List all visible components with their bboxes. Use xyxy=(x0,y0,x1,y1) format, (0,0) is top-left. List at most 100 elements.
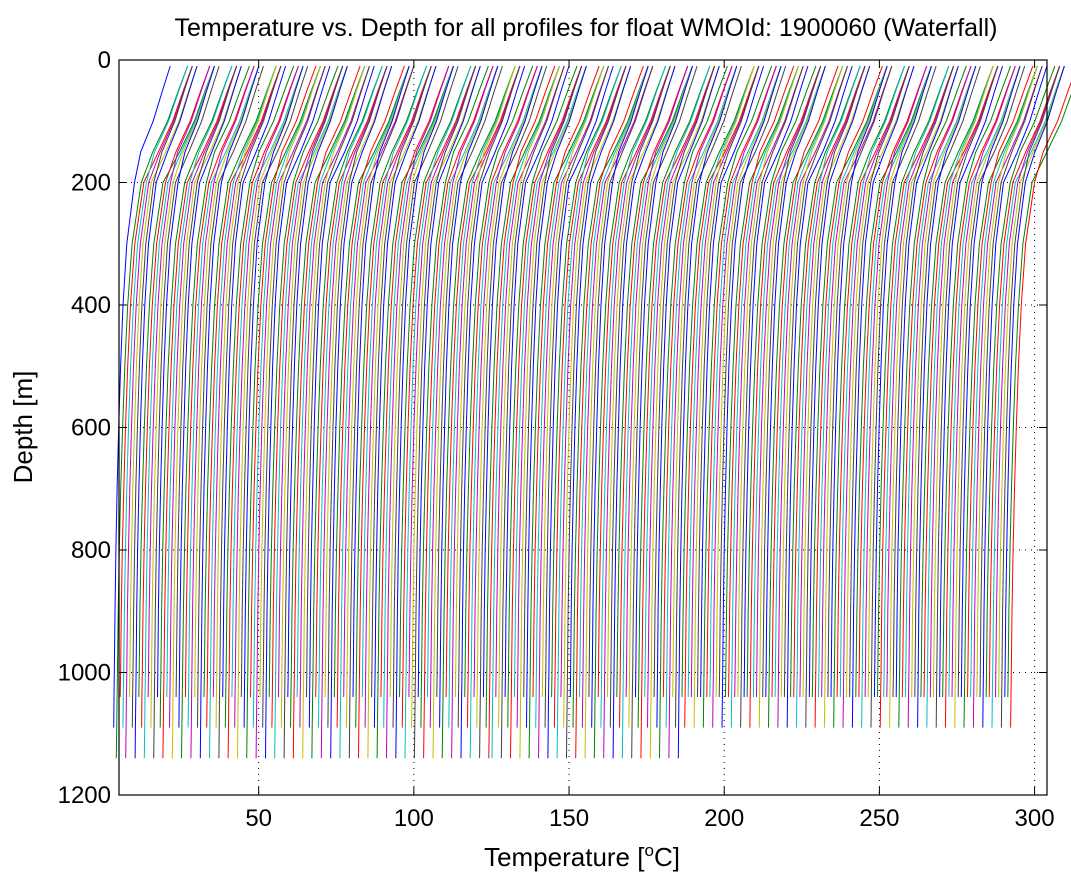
profile-line xyxy=(246,65,321,759)
profile-line xyxy=(855,65,932,698)
profile-line xyxy=(169,65,238,728)
profile-line xyxy=(563,65,632,728)
profile-line xyxy=(631,65,698,759)
profile-line xyxy=(476,65,543,728)
profile-line xyxy=(995,65,1061,698)
profile-line xyxy=(262,65,326,728)
profile-line xyxy=(206,65,282,728)
x-axis-label-superscript: o xyxy=(644,841,653,860)
y-tick-label: 0 xyxy=(98,47,111,74)
profile-line xyxy=(278,65,344,698)
profile-line xyxy=(367,65,437,759)
profile-line xyxy=(423,65,494,759)
profile-line xyxy=(730,65,799,728)
profile-line xyxy=(628,65,693,728)
profile-line xyxy=(131,65,193,728)
profile-line xyxy=(640,65,715,759)
profile-line xyxy=(790,65,861,698)
profile-line xyxy=(343,65,415,698)
profile-line xyxy=(271,65,344,728)
profile-line xyxy=(157,65,215,698)
profile-line xyxy=(129,65,198,698)
profile-line xyxy=(858,65,928,698)
profile-line xyxy=(656,65,720,728)
profile-line xyxy=(162,65,238,759)
profile-line xyxy=(547,65,614,759)
profile-line xyxy=(491,65,560,759)
profile-line xyxy=(386,65,450,759)
profile-line xyxy=(469,65,543,759)
profile-line xyxy=(473,65,538,698)
profile-line xyxy=(886,65,955,698)
profile-line xyxy=(336,65,405,728)
profile-line xyxy=(972,65,1043,728)
profile-line xyxy=(224,65,295,728)
profile-line xyxy=(873,65,932,698)
profile-line xyxy=(603,65,671,759)
profile-line xyxy=(190,65,255,759)
profile-line xyxy=(932,65,994,698)
profile-line xyxy=(867,65,932,698)
profile-line xyxy=(306,65,370,698)
profile-line xyxy=(609,65,671,728)
profile-line xyxy=(417,65,481,698)
profile-line xyxy=(404,65,472,759)
profile-line xyxy=(197,65,264,728)
profile-line xyxy=(659,65,728,759)
profile-line xyxy=(786,65,853,728)
profile-line xyxy=(898,65,967,728)
profile-line xyxy=(283,65,344,759)
profile-line xyxy=(259,65,322,698)
x-tick-label: 250 xyxy=(859,805,899,832)
profile-line xyxy=(115,65,189,759)
profile-line xyxy=(523,65,583,698)
profile-line xyxy=(560,65,627,698)
profile-line xyxy=(833,65,905,728)
profile-line xyxy=(373,65,437,728)
profile-line xyxy=(429,65,494,728)
x-tick-label: 300 xyxy=(1015,805,1055,832)
profile-line xyxy=(597,65,671,698)
profile-line xyxy=(737,65,799,698)
profile-line xyxy=(830,65,888,698)
profile-line xyxy=(746,65,817,698)
profile-line xyxy=(413,65,477,759)
profile-line xyxy=(883,65,950,698)
profile-line xyxy=(637,65,711,728)
profile-line xyxy=(616,65,693,698)
profile-line xyxy=(380,65,450,698)
profile-line xyxy=(985,65,1056,698)
profile-line xyxy=(668,65,733,759)
profile-line xyxy=(827,65,893,698)
profile-line xyxy=(274,65,348,759)
profile-line xyxy=(150,65,215,728)
profile-line xyxy=(1004,65,1065,698)
profile-line xyxy=(677,65,738,759)
profile-line xyxy=(904,65,977,698)
profile-line xyxy=(255,65,326,759)
profile-line xyxy=(851,65,915,728)
profile-line xyxy=(954,65,1021,728)
profile-line xyxy=(159,65,233,728)
profile-line xyxy=(194,65,260,698)
y-tick-label: 1000 xyxy=(58,660,111,687)
profile-line xyxy=(709,65,782,698)
profile-line xyxy=(920,65,994,698)
profile-line xyxy=(541,65,605,698)
profile-line xyxy=(460,65,526,759)
profile-line xyxy=(693,65,755,728)
profile-line xyxy=(330,65,393,759)
profile-line xyxy=(749,65,822,728)
profile-line xyxy=(212,65,282,698)
profile-line xyxy=(963,65,1038,728)
x-tick-label: 200 xyxy=(704,805,744,832)
profile-line xyxy=(408,65,477,698)
x-axis-label: Temperature [oC] xyxy=(484,841,680,872)
profile-line xyxy=(607,65,676,698)
profile-line xyxy=(519,65,587,759)
profile-line xyxy=(184,65,255,698)
profile-line xyxy=(348,65,415,759)
profile-line xyxy=(768,65,844,728)
profile-line xyxy=(392,65,459,728)
y-axis-label: Depth [m] xyxy=(8,371,38,484)
